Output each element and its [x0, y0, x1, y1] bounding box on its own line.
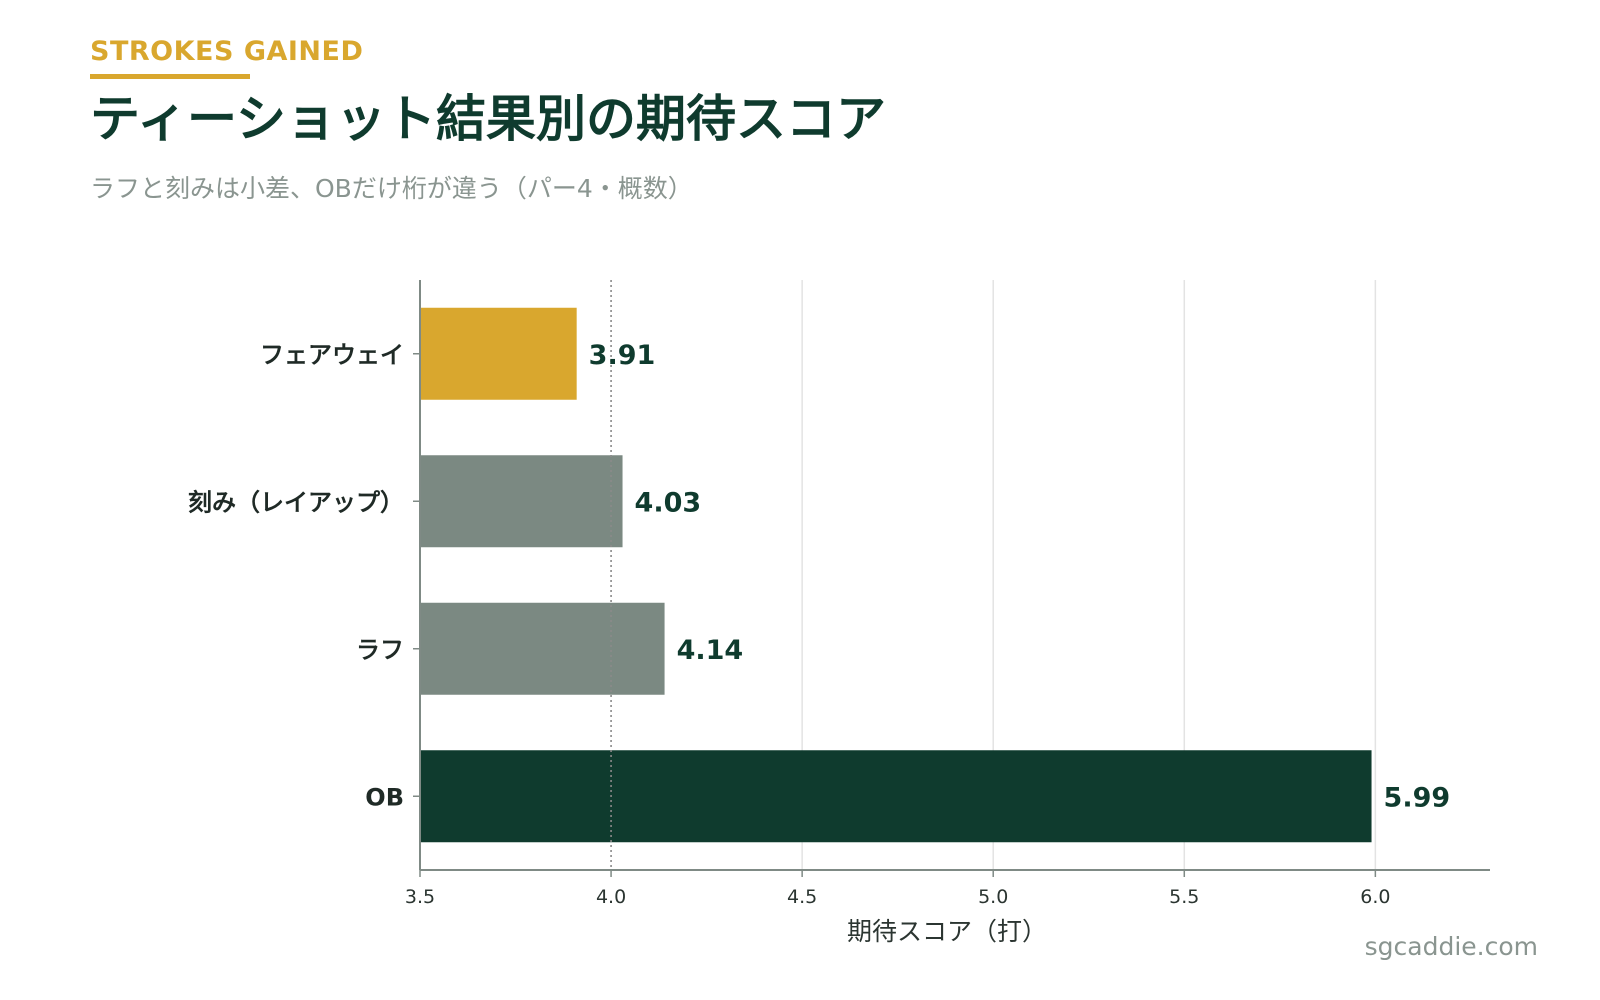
- bar-1: [420, 455, 623, 548]
- x-tick-label-2: 4.5: [787, 886, 817, 908]
- category-label-0: フェアウェイ: [260, 341, 404, 369]
- chart-kicker: STROKES GAINED: [90, 36, 364, 67]
- x-axis-title: 期待スコア（打）: [847, 917, 1047, 946]
- category-label-1: 刻み（レイアップ）: [188, 488, 404, 516]
- x-tick-label-4: 5.5: [1169, 886, 1199, 908]
- bars: [420, 307, 1372, 843]
- x-tick-label-3: 5.0: [978, 886, 1008, 908]
- source-credit: sgcaddie.com: [1364, 932, 1538, 961]
- bar-0: [420, 307, 577, 400]
- x-tick-label-1: 4.0: [596, 886, 626, 908]
- value-label-2: 4.14: [677, 635, 744, 666]
- bar-2: [420, 602, 665, 695]
- x-tick-label-0: 3.5: [405, 886, 435, 908]
- x-tick-label-5: 6.0: [1360, 886, 1390, 908]
- value-label-1: 4.03: [635, 487, 702, 518]
- category-label-3: OB: [365, 783, 404, 811]
- category-label-2: ラフ: [356, 636, 404, 664]
- chart-subtitle: ラフと刻みは小差、OBだけ桁が違う（パー4・概数）: [90, 174, 693, 203]
- value-label-3: 5.99: [1384, 782, 1451, 813]
- chart-title: ティーショット結果別の期待スコア: [90, 90, 886, 148]
- axes: [413, 280, 1490, 877]
- value-label-0: 3.91: [589, 340, 656, 371]
- bar-3: [420, 750, 1372, 843]
- kicker-underline: [90, 74, 250, 79]
